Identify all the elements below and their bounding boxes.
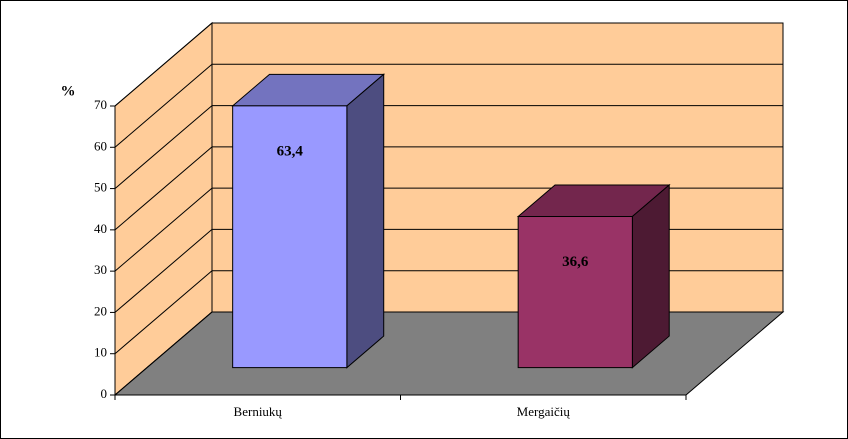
grid-line	[114, 146, 213, 231]
y-tick-label: 20	[94, 303, 107, 318]
y-tick-label: 0	[101, 386, 108, 401]
y-axis-label: %	[61, 83, 76, 99]
grid-line	[114, 270, 213, 355]
bar	[232, 105, 348, 369]
floor	[113, 311, 785, 396]
bar-side	[346, 73, 385, 369]
grid-line	[114, 311, 213, 396]
x-tick-label: Mergaičių	[517, 404, 571, 419]
y-tick-label: 40	[94, 221, 107, 236]
y-tick-label: 70	[94, 97, 107, 112]
y-tick-label: 10	[94, 345, 107, 360]
grid-line	[114, 187, 213, 272]
y-tick-label: 60	[94, 138, 107, 153]
data-label: 36,6	[562, 254, 589, 270]
data-label: 63,4	[277, 143, 304, 159]
grid-line	[114, 63, 213, 148]
y-tick-label: 50	[94, 180, 107, 195]
bar	[517, 216, 633, 369]
grid-line	[114, 22, 213, 107]
grid-line	[114, 229, 213, 313]
bar-side	[631, 183, 670, 369]
grid-line	[114, 105, 213, 189]
x-tick-label: Berniukų	[234, 404, 283, 419]
y-tick-label: 30	[94, 262, 107, 277]
